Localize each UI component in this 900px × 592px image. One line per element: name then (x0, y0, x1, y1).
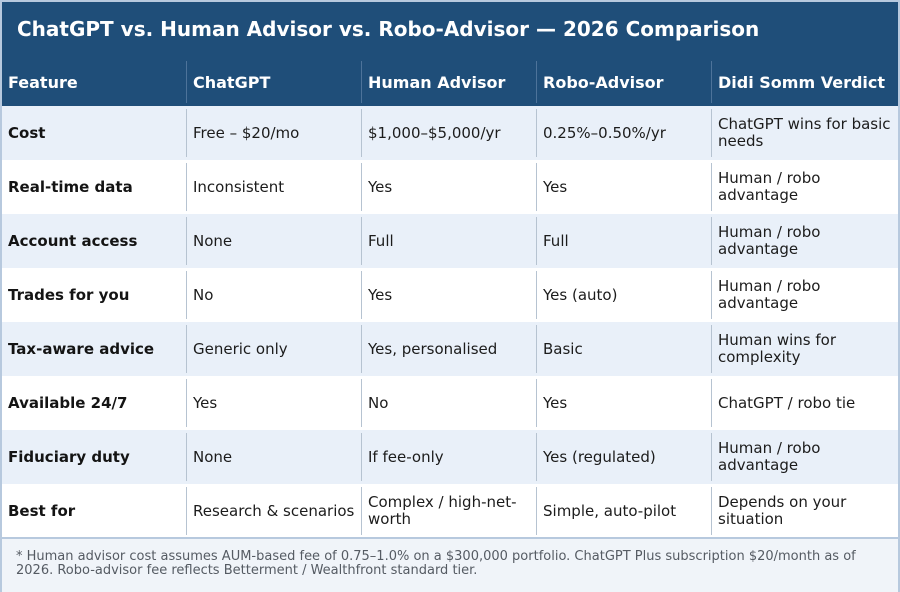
chatgpt-cell: Free – $20/mo (186, 106, 361, 160)
verdict-cell: Depends on your situation (711, 484, 898, 538)
table-row: Tax-aware advice Generic only Yes, perso… (2, 322, 898, 376)
robo-cell: Yes (536, 376, 711, 430)
header-chatgpt: ChatGPT (186, 58, 361, 106)
robo-cell: Yes (auto) (536, 268, 711, 322)
feature-cell: Fiduciary duty (8, 447, 130, 466)
robo-cell: Simple, auto-pilot (536, 484, 711, 538)
human-cell: If fee-only (361, 430, 536, 484)
robo-cell: 0.25%–0.50%/yr (536, 106, 711, 160)
feature-cell: Tax-aware advice (8, 339, 155, 358)
robo-cell: Full (536, 214, 711, 268)
verdict-cell: ChatGPT wins for basic needs (711, 106, 898, 160)
verdict-cell: Human / robo advantage (711, 160, 898, 214)
feature-cell: Available 24/7 (8, 393, 128, 412)
comparison-table: Feature ChatGPT Human Advisor Robo-Advis… (2, 58, 898, 538)
verdict-cell: Human / robo advantage (711, 268, 898, 322)
table-row: Real-time data Inconsistent Yes Yes Huma… (2, 160, 898, 214)
table-row: Cost Free – $20/mo $1,000–$5,000/yr 0.25… (2, 106, 898, 160)
verdict-cell: Human wins for complexity (711, 322, 898, 376)
table-title: ChatGPT vs. Human Advisor vs. Robo-Advis… (2, 2, 898, 58)
robo-cell: Yes (536, 160, 711, 214)
chatgpt-cell: No (186, 268, 361, 322)
table-row: Available 24/7 Yes No Yes ChatGPT / robo… (2, 376, 898, 430)
header-feature: Feature (8, 72, 78, 92)
human-cell: Full (361, 214, 536, 268)
verdict-cell: Human / robo advantage (711, 430, 898, 484)
feature-cell: Best for (8, 501, 76, 520)
human-cell: Yes, personalised (361, 322, 536, 376)
chatgpt-cell: Research & scenarios (186, 484, 361, 538)
feature-cell: Cost (8, 123, 46, 142)
table-row: Account access None Full Full Human / ro… (2, 214, 898, 268)
chatgpt-cell: Yes (186, 376, 361, 430)
header-robo-advisor: Robo-Advisor (536, 58, 711, 106)
footnote: * Human advisor cost assumes AUM-based f… (2, 537, 898, 592)
table-row: Trades for you No Yes Yes (auto) Human /… (2, 268, 898, 322)
human-cell: Yes (361, 268, 536, 322)
feature-cell: Trades for you (8, 285, 130, 304)
table-row: Best for Research & scenarios Complex / … (2, 484, 898, 538)
chatgpt-cell: None (186, 430, 361, 484)
feature-cell: Account access (8, 231, 138, 250)
chatgpt-cell: Inconsistent (186, 160, 361, 214)
header-verdict: Didi Somm Verdict (711, 58, 898, 106)
verdict-cell: ChatGPT / robo tie (711, 376, 898, 430)
chatgpt-cell: Generic only (186, 322, 361, 376)
human-cell: Complex / high-net-worth (361, 484, 536, 538)
feature-cell: Real-time data (8, 177, 133, 196)
header-row: Feature ChatGPT Human Advisor Robo-Advis… (2, 58, 898, 106)
human-cell: $1,000–$5,000/yr (361, 106, 536, 160)
robo-cell: Basic (536, 322, 711, 376)
header-human-advisor: Human Advisor (361, 58, 536, 106)
verdict-cell: Human / robo advantage (711, 214, 898, 268)
human-cell: Yes (361, 160, 536, 214)
table-row: Fiduciary duty None If fee-only Yes (reg… (2, 430, 898, 484)
human-cell: No (361, 376, 536, 430)
robo-cell: Yes (regulated) (536, 430, 711, 484)
chatgpt-cell: None (186, 214, 361, 268)
